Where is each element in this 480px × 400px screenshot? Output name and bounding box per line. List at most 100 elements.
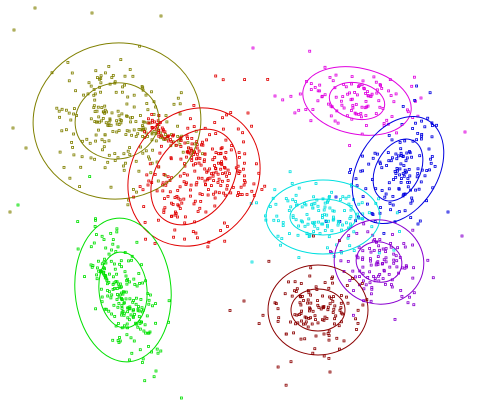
blue-point — [394, 152, 398, 156]
red-point — [195, 181, 199, 185]
blue-point — [397, 187, 401, 191]
red-point — [245, 193, 249, 196]
red-point — [173, 210, 177, 214]
maroon-point — [337, 347, 341, 351]
cyan-point — [280, 237, 284, 241]
blue-point — [391, 194, 395, 198]
red-point — [199, 163, 203, 167]
cyan-point — [336, 223, 340, 227]
cyan-point — [360, 201, 364, 205]
magenta-point — [318, 83, 322, 87]
maroon-point — [300, 319, 303, 323]
olive-point — [89, 117, 93, 121]
blue-point — [399, 162, 403, 166]
olive-point — [132, 93, 136, 97]
cyan-point — [317, 209, 321, 213]
red-point — [185, 134, 189, 138]
red-point — [243, 180, 247, 184]
purple-point — [369, 299, 373, 303]
olive-point — [136, 132, 140, 136]
blue-point — [410, 199, 414, 203]
blue-point — [413, 99, 417, 102]
olive-point — [93, 110, 97, 113]
magenta-ellipse-inner — [328, 81, 386, 121]
magenta-point — [309, 119, 313, 123]
blue-point — [423, 125, 427, 129]
blue-point — [415, 175, 419, 179]
olive-point — [150, 132, 154, 136]
maroon-point — [331, 299, 335, 303]
outlier-point — [8, 210, 12, 214]
green-point — [154, 321, 158, 325]
purple-point — [402, 242, 406, 245]
olive-point — [176, 96, 180, 100]
green-point — [131, 315, 135, 319]
magenta-point — [389, 94, 393, 97]
green-point — [132, 277, 136, 281]
magenta-point — [333, 119, 337, 123]
maroon-point — [316, 303, 320, 307]
maroon-point — [331, 311, 335, 314]
red-point — [213, 164, 216, 167]
maroon-point — [329, 297, 333, 300]
red-point — [193, 199, 197, 203]
red-point — [186, 136, 190, 140]
green-point — [132, 339, 136, 343]
red-point — [171, 134, 175, 138]
purple-point — [387, 272, 391, 276]
red-point — [236, 169, 240, 173]
green-point — [108, 272, 111, 276]
green-point — [119, 282, 122, 286]
blue-point — [334, 195, 338, 199]
outlier-point — [328, 370, 332, 374]
purple-point — [389, 241, 393, 245]
magenta-point — [390, 115, 394, 118]
magenta-point — [353, 91, 357, 94]
olive-point — [94, 139, 97, 143]
red-point — [162, 210, 166, 214]
red-point — [204, 183, 208, 187]
purple-point — [369, 250, 373, 254]
maroon-point — [298, 294, 302, 298]
maroon-point — [341, 312, 345, 316]
green-point — [115, 272, 118, 276]
maroon-point — [300, 294, 304, 298]
green-point — [115, 230, 119, 234]
green-point — [121, 292, 125, 296]
purple-point — [346, 259, 350, 263]
red-point — [173, 213, 177, 217]
maroon-point — [332, 295, 335, 299]
cyan-point — [287, 232, 291, 236]
green-point — [83, 275, 86, 279]
blue-point — [399, 177, 403, 181]
blue-point — [410, 196, 414, 200]
olive-point — [87, 81, 91, 85]
red-point — [199, 199, 203, 203]
olive-point — [95, 120, 99, 124]
purple-point — [351, 269, 355, 273]
purple-point — [366, 230, 370, 234]
magenta-point — [313, 86, 317, 89]
cyan-point — [323, 205, 327, 209]
blue-point — [417, 187, 421, 191]
blue-point — [420, 119, 424, 123]
magenta-point — [361, 79, 365, 83]
olive-point — [141, 124, 144, 127]
maroon-point — [316, 299, 319, 303]
red-point — [190, 159, 194, 162]
magenta-point — [366, 94, 370, 97]
blue-point — [361, 154, 364, 158]
olive-point — [186, 141, 190, 145]
magenta-point — [329, 114, 333, 118]
red-point — [183, 162, 186, 166]
blue-point — [402, 174, 406, 178]
blue-point — [403, 139, 407, 143]
olive-point — [193, 142, 197, 146]
green-point — [76, 247, 80, 251]
red-point — [250, 189, 254, 193]
blue-point — [427, 147, 431, 151]
green-point — [112, 303, 116, 307]
magenta-point — [372, 75, 376, 79]
olive-point — [70, 140, 73, 144]
olive-point — [105, 110, 108, 114]
